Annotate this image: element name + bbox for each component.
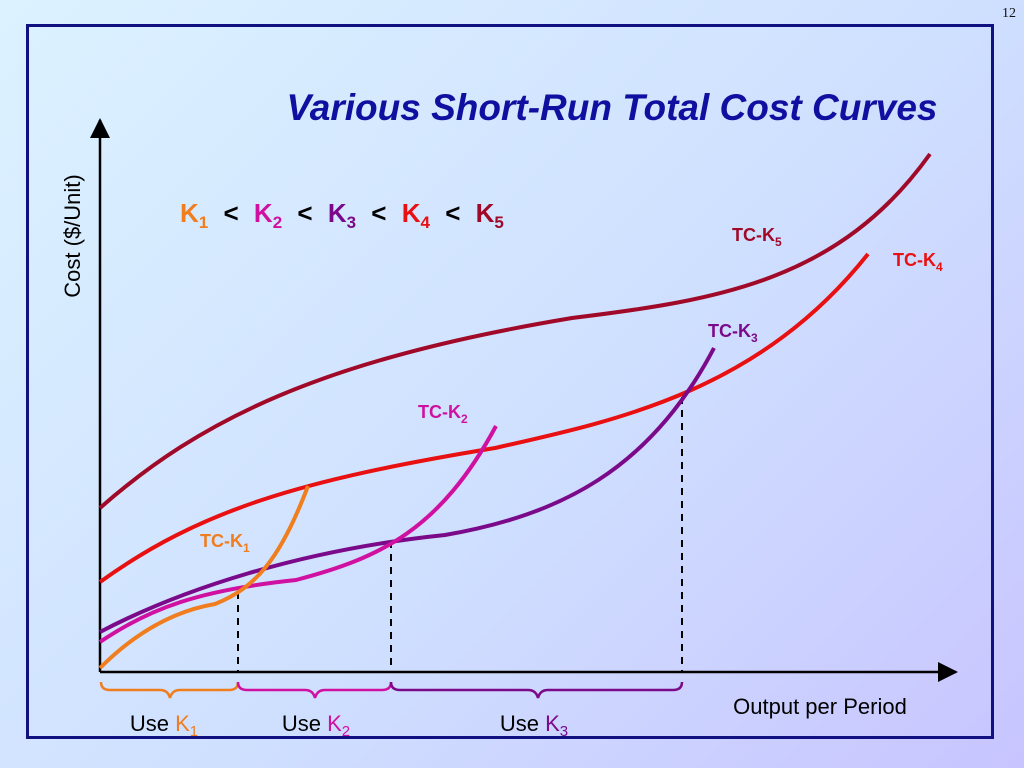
k-relation-sep: < xyxy=(445,198,460,228)
slide-number: 12 xyxy=(1002,6,1016,21)
curve-tc-k4 xyxy=(98,252,870,584)
k-relation-k5: K5 xyxy=(476,198,504,232)
k-relation-sep: < xyxy=(297,198,312,228)
k-relation-sep: < xyxy=(371,198,386,228)
slide-frame xyxy=(26,24,994,739)
curve-label-tc-k3: TC-K3 xyxy=(708,321,758,345)
brace-use-k1 xyxy=(99,681,240,699)
k-relation: K1 < K2 < K3 < K4 < K5 xyxy=(180,198,504,234)
range-label-use-k2: Use K2 xyxy=(282,711,350,740)
x-axis-label: Output per Period xyxy=(733,694,907,719)
range-label-use-k1: Use K1 xyxy=(130,711,198,740)
curve-tc-k5 xyxy=(98,152,932,510)
brace-use-k3 xyxy=(389,681,684,699)
k-relation-k4: K4 xyxy=(402,198,431,232)
y-axis-label: Cost ($/Unit) xyxy=(60,174,85,297)
curve-tc-k1 xyxy=(98,485,310,670)
k-relation-k2: K2 xyxy=(254,198,282,232)
curve-label-tc-k2: TC-K2 xyxy=(418,402,468,426)
range-label-use-k3: Use K3 xyxy=(500,711,568,740)
curve-tc-k3 xyxy=(99,347,716,634)
k-relation-sep: < xyxy=(223,198,238,228)
k-relation-k3: K3 xyxy=(328,198,356,232)
brace-use-k2 xyxy=(236,681,393,699)
k-relation-k1: K1 xyxy=(180,198,208,232)
curve-tc-k2 xyxy=(98,425,498,644)
curve-label-tc-k5: TC-K5 xyxy=(732,225,782,249)
page-title: Various Short-Run Total Cost Curves xyxy=(287,87,938,128)
curve-label-tc-k1: TC-K1 xyxy=(200,531,250,555)
curve-label-tc-k4: TC-K4 xyxy=(893,250,943,274)
